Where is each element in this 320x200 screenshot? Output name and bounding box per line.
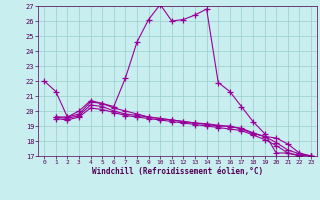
X-axis label: Windchill (Refroidissement éolien,°C): Windchill (Refroidissement éolien,°C) <box>92 167 263 176</box>
